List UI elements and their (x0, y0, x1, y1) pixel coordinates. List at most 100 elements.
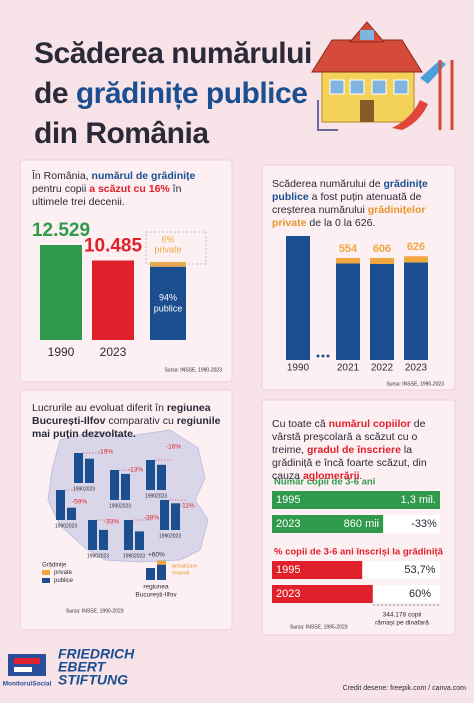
text-part: numărul copiilor (328, 418, 411, 430)
text-part: . (359, 470, 363, 482)
mini-bar (157, 560, 166, 580)
annotation: 344.178 copii (383, 612, 422, 619)
text-part: în ultimele trei decenii. (32, 183, 182, 208)
x-tick-label: 1990 (123, 553, 134, 559)
dashed-frame (145, 231, 207, 265)
logo-text: STIFTUNG (58, 672, 128, 688)
mini-bar-base (124, 520, 133, 550)
text-part: comparativ cu (105, 415, 177, 427)
logo-text: EBERT (58, 659, 107, 675)
gap-dot (326, 354, 330, 358)
mini-bar-base (74, 453, 83, 483)
bar-segment (336, 263, 360, 360)
mini-bar-base (146, 460, 155, 490)
x-tick-label: 1990 (73, 486, 84, 492)
bar-segment (370, 258, 394, 264)
value-label: 6% (161, 234, 174, 244)
x-tick-label: 2023 (66, 523, 77, 529)
title-line: din România (34, 117, 209, 150)
logo-text: FRIEDRICH (58, 646, 135, 662)
title: Scăderea numărului de grădinițe publice … (34, 34, 312, 154)
value-label: 53,7% (404, 564, 435, 576)
x-tick-label: 1990 (109, 503, 120, 509)
x-tick-label: 1990 (55, 523, 66, 529)
y-tick-label: 1995 (276, 494, 300, 506)
change-label: +60% (148, 552, 165, 559)
x-tick-label: 1990 (48, 345, 75, 359)
x-tick-label: 2022 (371, 363, 394, 374)
title-line: de grădinițe publice (34, 74, 312, 114)
y-tick-label: 2023 (276, 518, 300, 530)
y-tick-label: 2023 (276, 588, 300, 600)
caption: regiunea (143, 584, 169, 591)
mini-bar-base (160, 500, 169, 530)
bar-segment (286, 236, 310, 360)
text-part: pentru copii (32, 183, 90, 195)
text-part: grădinițelor private (272, 204, 426, 229)
value-label: 94% (159, 293, 177, 303)
panel-text: În România, numărul de grădinițe pentru … (32, 170, 202, 209)
bar (272, 561, 363, 579)
text-part: a scăzut cu 16% (89, 183, 170, 195)
mini-bar (99, 529, 108, 550)
mini-bar (157, 464, 166, 490)
value-label: 626 (407, 241, 425, 253)
annotation: -33% (411, 518, 437, 530)
x-tick-label: 1990 (159, 533, 170, 539)
logo-text: MonitorulSocial (3, 681, 52, 688)
bar-segment (150, 266, 186, 340)
value-label: 12.529 (32, 220, 90, 241)
monitor-logo (8, 654, 46, 676)
x-tick-label: 1990 (87, 553, 98, 559)
chart-title: Număr copii de 3-6 ani (274, 477, 375, 488)
change-label: -19% (98, 449, 113, 456)
text-part: regiunile mai puțin dezvoltate. (32, 415, 221, 440)
chart-title: % copii de 3-6 ani înscriși la grădiniță (274, 547, 444, 558)
mini-bar (67, 507, 76, 520)
change-label: -59% (72, 499, 87, 506)
text-part: de vârstă preșcolară a scăzut cu o treim… (272, 418, 426, 456)
source: Sursa: INSSE, 1990-2023 (386, 381, 444, 387)
change-label: -38% (144, 515, 159, 522)
mini-bar-base (56, 490, 65, 520)
source: Sursa: INSSE, 1990-2023 (66, 608, 124, 614)
legend-label: publice (54, 578, 74, 584)
text-part: În România, (32, 170, 92, 182)
mini-bar (85, 458, 94, 483)
annotation: rămași pe dinafară (375, 620, 429, 627)
x-tick-label: 1990 (145, 493, 156, 499)
bar-segment (370, 263, 394, 360)
x-tick-label: 2023 (134, 553, 145, 559)
value-label: 554 (339, 243, 358, 255)
bar (40, 245, 82, 340)
panel-text: Lucrurile au evoluat diferit în regiunea… (32, 402, 222, 441)
x-tick-label: 2023 (84, 486, 95, 492)
bar (272, 585, 373, 603)
x-tick-label: 2023 (120, 503, 131, 509)
series-label: private (154, 244, 181, 254)
x-tick-label: 2023 (405, 363, 428, 374)
mini-bar-base (146, 568, 155, 580)
bar (272, 491, 440, 509)
credit: Credit desene: freepik.com / canva.com (343, 685, 467, 692)
gap-dot (321, 354, 325, 358)
mini-bar-base (110, 470, 119, 500)
note: privatizare (172, 563, 197, 569)
text-part: de la 0 la 626. (306, 217, 376, 229)
x-tick-label: 2023 (156, 493, 167, 499)
value-label: 606 (373, 243, 391, 255)
value-label: 860 mii (344, 518, 379, 530)
text-part: Cu toate că (272, 418, 329, 430)
x-tick-label: 2021 (337, 363, 360, 374)
panel-text: Cu toate că numărul copiilor de vârstă p… (272, 418, 452, 483)
text-part: Lucrurile au evoluat diferit în (32, 402, 167, 414)
source: Sursa: INSSE, 1990-2023 (164, 367, 222, 373)
mini-bar (171, 503, 180, 530)
x-tick-label: 2023 (98, 553, 109, 559)
legend-swatch (42, 578, 50, 583)
caption: București-Ilfov (135, 592, 177, 599)
bar (92, 260, 134, 340)
change-label: -16% (166, 444, 181, 451)
legend-label: private (54, 570, 73, 576)
